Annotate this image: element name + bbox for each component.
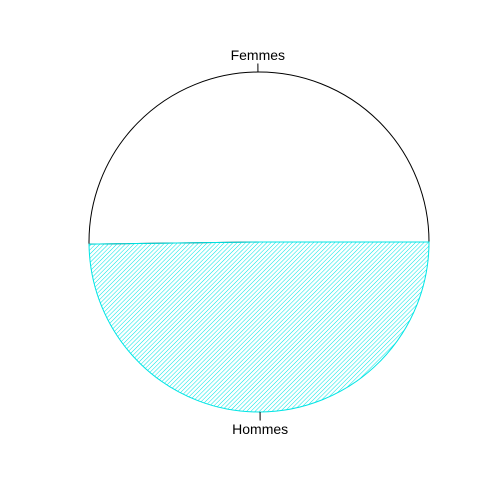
pie-slices [88, 71, 430, 413]
pie-labels: Femmes Hommes [231, 47, 289, 437]
pie-slice-femmes [88, 71, 430, 245]
slice-label-hommes: Hommes [232, 421, 288, 437]
slice-label-femmes: Femmes [231, 47, 285, 63]
pie-slice-hommes [88, 241, 430, 413]
